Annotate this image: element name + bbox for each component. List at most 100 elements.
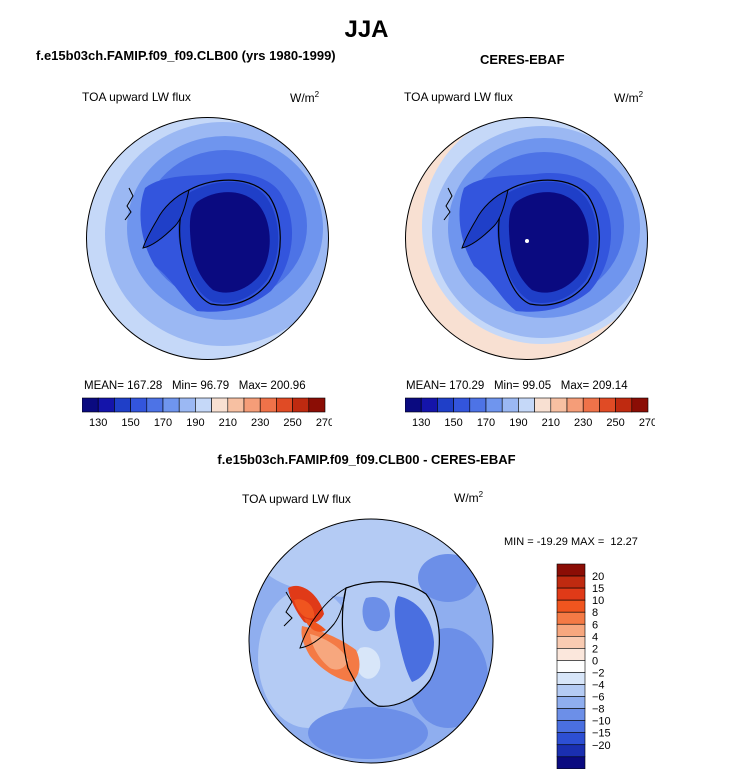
diff-units-label: W/m2 [454,490,483,505]
model-colorbar-swatch [227,397,245,413]
diff-colorbar-swatch [556,611,586,625]
model-colorbar-swatch [276,397,293,413]
model-max-label: Max= [238,380,268,392]
diff-colorbar-tick-label: 6 [592,619,598,631]
obs-colorbar-swatch [405,397,422,413]
model-colorbar-tick-label: 210 [219,417,237,429]
obs-colorbar-tick-label: 210 [542,417,560,429]
obs-colorbar: 130 150 170 190 210 230 250 270 [405,397,655,429]
diff-colorbar-swatch [556,575,586,589]
obs-min: 99.05 [522,380,552,392]
obs-mean-label: MEAN= [406,380,446,392]
model-colorbar-swatch [162,397,180,413]
obs-colorbar-swatch [485,397,503,413]
model-colorbar-swatch [308,397,326,413]
model-colorbar-tick-label: 250 [283,417,301,429]
model-colorbar-tick-label: 270 [316,417,332,429]
diff-colorbar-tick-label: −10 [592,716,611,728]
obs-colorbar-swatch [615,397,633,413]
obs-max: 209.14 [592,380,628,392]
diff-colorbar-tick-label: 15 [592,583,604,595]
model-colorbar-tick-label: 170 [154,417,172,429]
obs-units-label: W/m2 [614,90,643,105]
diff-colorbar-tick-label: −2 [592,667,605,679]
obs-field-label: TOA upward LW flux [404,90,513,104]
obs-colorbar-labels: 130 150 170 190 210 230 250 270 [412,417,655,429]
model-units: W/m [290,91,315,105]
diff-colorbar-swatch [556,720,586,733]
model-colorbar: 130 150 170 190 210 230 250 270 [82,397,332,429]
obs-colorbar-swatch [631,397,649,413]
model-field-label: TOA upward LW flux [82,90,191,104]
diff-colorbar-tick-label: −8 [592,704,605,716]
diff-colorbar-swatches [556,563,586,769]
diff-colorbar-tick-label: 8 [592,607,598,619]
model-colorbar-swatch [114,397,131,413]
model-colorbar-tick-label: 130 [89,417,107,429]
diff-colorbar-tick-label: −20 [592,740,611,752]
obs-max-label: Max= [560,380,590,392]
diff-colorbar-swatch [556,756,586,769]
diff-colorbar-swatch [556,623,586,637]
obs-colorbar-swatch [566,397,584,413]
obs-colorbar-tick-label: 190 [509,417,527,429]
model-colorbar-tick-label: 230 [251,417,269,429]
model-colorbar-swatch [195,397,212,413]
obs-colorbar-swatch [469,397,487,413]
diff-colorbar-tick-label: 0 [592,655,598,667]
diff-colorbar-swatch [556,696,586,709]
model-colorbar-swatch [259,397,277,413]
obs-colorbar-swatch [453,397,471,413]
diff-minmax: MIN = -19.29 MAX = 12.27 [504,536,638,548]
model-colorbar-swatch [243,397,261,413]
model-units-sup: 2 [314,90,320,99]
obs-colorbar-swatch [420,397,438,413]
diff-colorbar-swatch [556,636,586,649]
obs-colorbar-swatch [501,397,519,413]
obs-colorbar-swatch [437,397,454,413]
model-min-label: Min= [171,380,198,392]
model-min: 96.79 [200,380,230,392]
model-units-label: W/m2 [290,90,319,105]
obs-colorbar-tick-label: 250 [606,417,624,429]
model-colorbar-labels: 130 150 170 190 210 230 250 270 [89,417,332,429]
diff-field-label: TOA upward LW flux [242,492,351,506]
obs-polar-map [405,117,648,360]
diff-colorbar-swatch [556,599,586,613]
model-colorbar-swatch [178,397,196,413]
model-colorbar-swatch [130,397,148,413]
diff-colorbar-tick-label: −6 [592,692,605,704]
obs-colorbar-swatch [518,397,535,413]
obs-colorbar-tick-label: 150 [444,417,462,429]
obs-colorbar-swatch [550,397,568,413]
diff-colorbar-tick-label: 10 [592,595,604,607]
obs-colorbar-tick-label: 270 [639,417,655,429]
diff-colorbar-tick-label: 2 [592,643,598,655]
diff-units-sup: 2 [478,490,484,499]
diff-title: f.e15b03ch.FAMIP.f09_f09.CLB00 - CERES-E… [217,452,516,467]
obs-colorbar-swatch [582,397,600,413]
obs-colorbar-swatch [534,397,552,413]
obs-mean: 170.29 [449,380,485,392]
obs-colorbar-tick-label: 230 [574,417,592,429]
diff-colorbar-swatch [556,648,586,661]
diff-colorbar-swatch [556,587,586,601]
obs-colorbar-swatch [599,397,616,413]
model-colorbar-tick-label: 190 [186,417,204,429]
diff-colorbar-tick-label: 4 [592,631,598,643]
diff-units: W/m [454,491,479,505]
obs-title: CERES-EBAF [480,52,565,67]
diff-colorbar-swatch [556,744,586,758]
model-stats: MEAN= 167.28 Min= 96.79 Max= 200.96 [84,380,306,392]
diff-colorbar-tick-label: −4 [592,680,605,692]
model-colorbar-swatches [82,397,326,413]
model-max: 200.96 [270,380,306,392]
obs-colorbar-tick-label: 170 [477,417,495,429]
model-colorbar-tick-label: 150 [121,417,139,429]
model-mean: 167.28 [127,380,163,392]
obs-min-label: Min= [493,380,520,392]
model-colorbar-swatch [97,397,115,413]
obs-units: W/m [614,91,639,105]
